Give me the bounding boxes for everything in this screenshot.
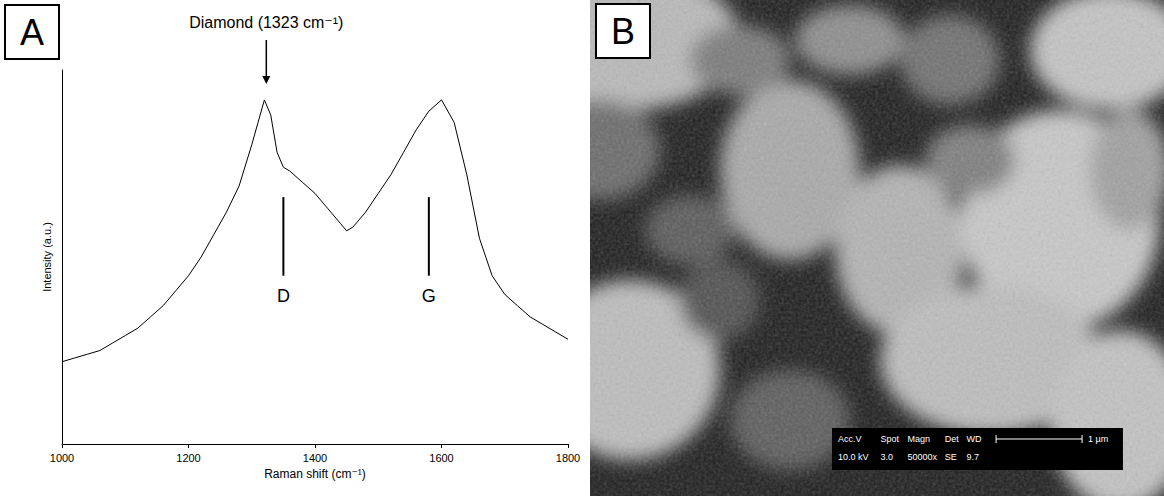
svg-text:D: D xyxy=(277,286,290,306)
svg-text:1800: 1800 xyxy=(556,452,580,464)
svg-text:A: A xyxy=(20,12,44,53)
svg-text:50000x: 50000x xyxy=(907,452,937,462)
svg-text:Intensity (a.u.): Intensity (a.u.) xyxy=(41,222,53,292)
svg-text:Acc.V: Acc.V xyxy=(838,434,862,444)
svg-text:Spot: Spot xyxy=(881,434,900,444)
svg-text:1 µm: 1 µm xyxy=(1088,434,1108,444)
svg-text:B: B xyxy=(611,11,635,52)
svg-text:Diamond (1323 cm⁻¹): Diamond (1323 cm⁻¹) xyxy=(189,14,343,31)
svg-text:Magn: Magn xyxy=(907,434,930,444)
svg-text:10.0 kV: 10.0 kV xyxy=(838,452,869,462)
svg-text:1400: 1400 xyxy=(303,452,327,464)
svg-text:1600: 1600 xyxy=(429,452,453,464)
svg-text:G: G xyxy=(422,286,436,306)
svg-text:SE: SE xyxy=(945,452,957,462)
svg-text:Det: Det xyxy=(945,434,960,444)
svg-text:Raman shift (cm⁻¹): Raman shift (cm⁻¹) xyxy=(264,467,366,481)
svg-text:3.0: 3.0 xyxy=(881,452,894,462)
svg-text:9.7: 9.7 xyxy=(966,452,979,462)
svg-text:WD: WD xyxy=(966,434,981,444)
svg-text:1200: 1200 xyxy=(176,452,200,464)
svg-text:1000: 1000 xyxy=(50,452,74,464)
